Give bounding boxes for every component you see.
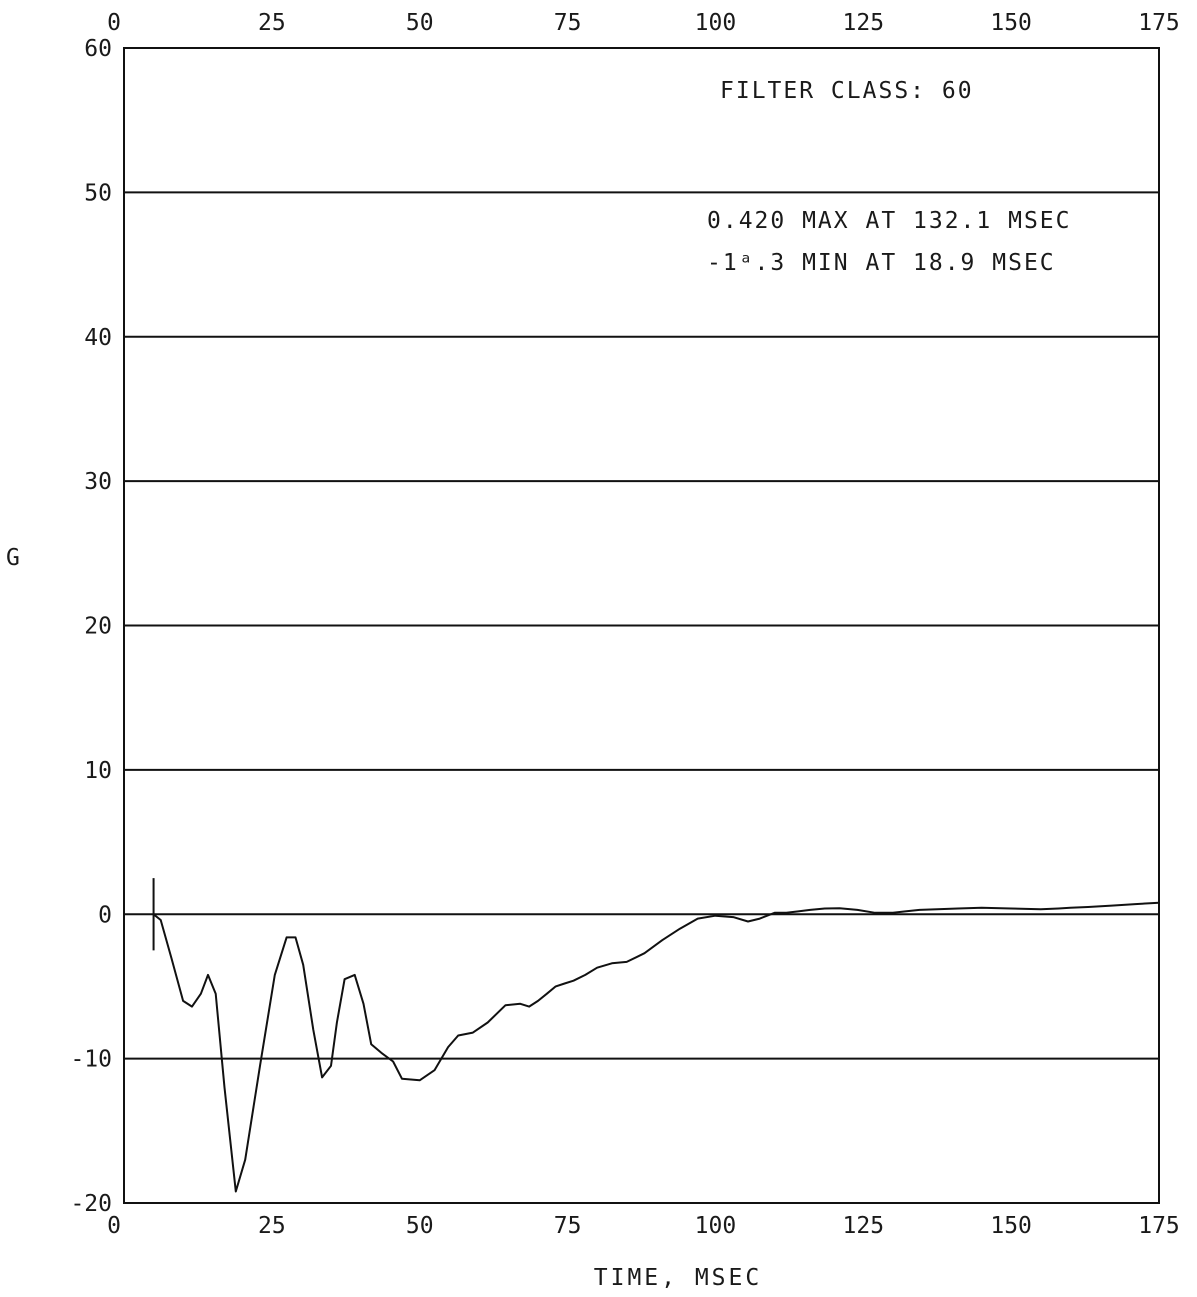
x-tick-top-75: 75 xyxy=(554,10,582,36)
x-tick-bottom-50: 50 xyxy=(406,1213,434,1239)
tick-labels: 0025255050757510010012512515015017517560… xyxy=(70,10,1179,1239)
x-tick-top-50: 50 xyxy=(406,10,434,36)
y-tick-60: 60 xyxy=(84,36,112,62)
y-tick-30: 30 xyxy=(84,469,112,495)
x-tick-top-125: 125 xyxy=(843,10,885,36)
x-tick-top-0: 0 xyxy=(107,10,121,36)
x-tick-bottom-150: 150 xyxy=(990,1213,1032,1239)
annotation-filter-class: FILTER CLASS: 60 xyxy=(720,78,974,104)
gridlines xyxy=(124,191,1159,1060)
annotation-max: 0.420 MAX AT 132.1 MSEC xyxy=(707,208,1072,234)
x-tick-bottom-175: 175 xyxy=(1138,1213,1180,1239)
y-tick--20: -20 xyxy=(70,1191,112,1217)
x-tick-top-100: 100 xyxy=(695,10,737,36)
y-tick-20: 20 xyxy=(84,614,112,640)
x-tick-bottom-100: 100 xyxy=(695,1213,737,1239)
x-tick-top-150: 150 xyxy=(990,10,1032,36)
x-tick-bottom-25: 25 xyxy=(258,1213,286,1239)
series-line xyxy=(152,901,1160,1193)
x-tick-top-25: 25 xyxy=(258,10,286,36)
x-tick-bottom-125: 125 xyxy=(843,1213,885,1239)
y-tick-0: 0 xyxy=(98,902,112,928)
y-tick-50: 50 xyxy=(84,180,112,206)
y-tick-10: 10 xyxy=(84,758,112,784)
y-tick-40: 40 xyxy=(84,325,112,351)
plot-frame xyxy=(123,47,1160,1204)
x-tick-bottom-75: 75 xyxy=(554,1213,582,1239)
x-axis-label: TIME, MSEC xyxy=(594,1265,762,1291)
annotation-min: -1ᵃ.3 MIN AT 18.9 MSEC xyxy=(707,250,1056,276)
x-tick-top-175: 175 xyxy=(1138,10,1180,36)
y-axis-label: G xyxy=(6,545,23,571)
x-tick-bottom-0: 0 xyxy=(107,1213,121,1239)
y-tick--10: -10 xyxy=(70,1047,112,1073)
